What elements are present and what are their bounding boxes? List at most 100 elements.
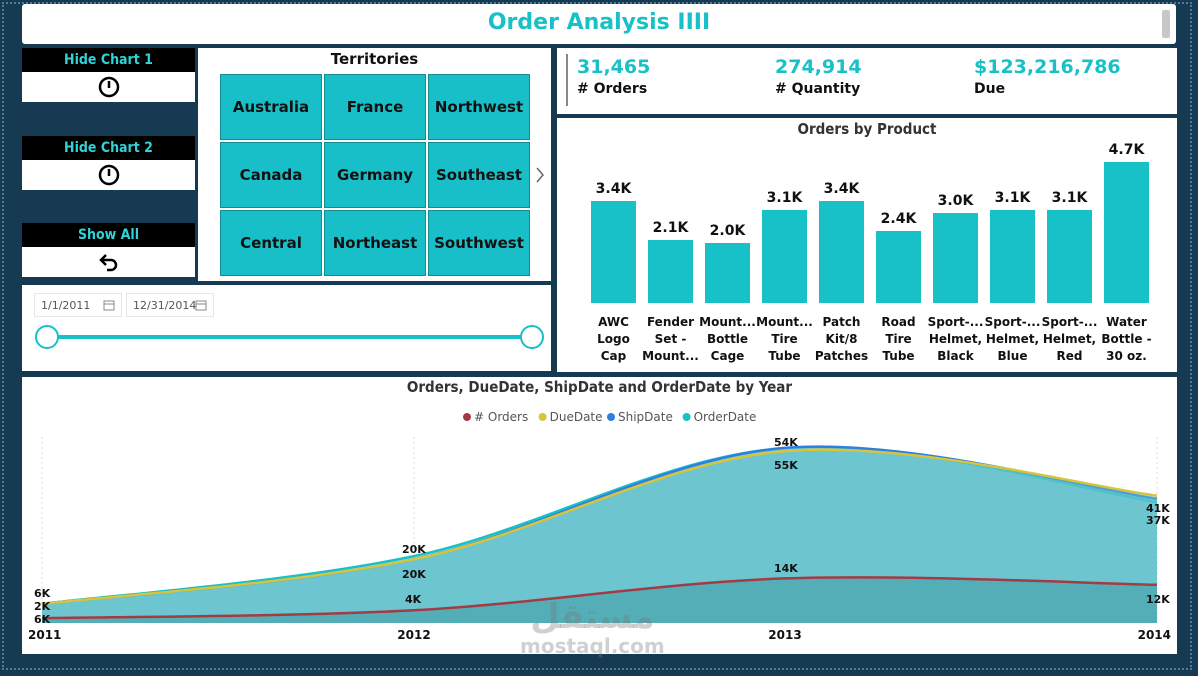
territory-northwest[interactable]: Northwest <box>428 74 530 140</box>
kpi-due-label: Due <box>974 81 1006 97</box>
data-label-0-0: 6K <box>34 587 51 600</box>
bar-label-2: 2.0K <box>710 223 747 239</box>
bar-category-5: Road <box>881 315 915 329</box>
hide-chart-2-button[interactable]: Hide Chart 2 <box>22 136 195 190</box>
kpi-due-value: $123,216,786 <box>974 56 1121 78</box>
orders-by-year-chart: Orders, DueDate, ShipDate and OrderDate … <box>22 377 1177 654</box>
power-icon[interactable] <box>22 160 195 190</box>
undo-icon[interactable] <box>22 247 195 277</box>
bar-category-4: Patch <box>823 315 861 329</box>
kpi-quantity-value: 274,914 <box>775 56 862 78</box>
kpi-divider <box>566 54 568 106</box>
bar-category-4: Patches <box>815 349 868 363</box>
orders-by-product-chart: Orders by Product 3.4K AWC Logo Cap 2.1K Fend… <box>557 118 1177 372</box>
bar-category-9: Bottle - <box>1101 332 1151 346</box>
legend-marker-2 <box>607 413 615 421</box>
bar-5[interactable] <box>876 231 921 303</box>
calendar-icon[interactable] <box>103 299 115 311</box>
show-all-button[interactable]: Show All <box>22 223 195 277</box>
data-label-3-1: 37K <box>1146 514 1170 527</box>
data-label-1-1: 20K <box>402 568 426 581</box>
power-icon[interactable] <box>22 72 195 102</box>
date-range-slider[interactable] <box>22 321 551 361</box>
bar-chart-title: Orders by Product <box>797 120 937 138</box>
hide-chart-2-label: Hide Chart 2 <box>22 136 195 160</box>
bar-8[interactable] <box>1047 210 1092 303</box>
hide-chart-1-button[interactable]: Hide Chart 1 <box>22 48 195 102</box>
bar-4[interactable] <box>819 201 864 303</box>
bar-2[interactable] <box>705 243 750 303</box>
bar-category-1: Set - <box>655 332 687 346</box>
bar-category-0: Cap <box>601 349 627 363</box>
legend-marker-0 <box>463 413 471 421</box>
area-0 <box>42 577 1157 623</box>
territory-central[interactable]: Central <box>220 210 322 276</box>
scrollbar[interactable] <box>1162 10 1170 38</box>
kpi-orders-label: # Orders <box>577 81 648 97</box>
bar-7[interactable] <box>990 210 1035 303</box>
bar-label-5: 2.4K <box>881 211 918 227</box>
bar-category-0: Logo <box>597 332 630 346</box>
territory-canada[interactable]: Canada <box>220 142 322 208</box>
bar-category-8: Helmet, <box>1043 332 1096 346</box>
legend-label-3: OrderDate <box>694 410 757 424</box>
territory-southwest[interactable]: Southwest <box>428 210 530 276</box>
bar-category-7: Helmet, <box>986 332 1039 346</box>
bar-category-5: Tire <box>885 332 911 346</box>
bar-6[interactable] <box>933 213 978 303</box>
bar-3[interactable] <box>762 210 807 303</box>
end-date-input[interactable]: 12/31/2014 <box>126 293 214 317</box>
territories-slicer: Territories Australia France Northwest Cana… <box>198 48 551 281</box>
x-tick-2014: 2014 <box>1138 628 1171 642</box>
legend-label-2: ShipDate <box>618 410 673 424</box>
slider-end-handle[interactable] <box>520 325 544 349</box>
kpi-quantity: 274,914 # Quantity <box>775 56 862 97</box>
legend-marker-3 <box>682 413 691 421</box>
data-label-3-2: 12K <box>1146 593 1170 606</box>
territories-title: Territories <box>330 50 419 68</box>
bar-0[interactable] <box>591 201 636 303</box>
kpi-orders-value: 31,465 <box>577 56 651 78</box>
territories-grid: Australia France Northwest Canada Germany Sou… <box>220 74 530 276</box>
bar-label-9: 4.7K <box>1109 142 1146 158</box>
territory-france[interactable]: France <box>324 74 426 140</box>
territory-australia[interactable]: Australia <box>220 74 322 140</box>
bar-label-1: 2.1K <box>653 220 690 236</box>
chevron-right-icon[interactable] <box>535 166 545 184</box>
bar-category-1: Mount... <box>642 349 699 363</box>
x-tick-2012: 2012 <box>397 628 430 642</box>
slider-start-handle[interactable] <box>35 325 59 349</box>
title-bar: Order Analysis IIII <box>22 4 1176 44</box>
legend-label-1: DueDate <box>550 410 603 424</box>
series-line-0[interactable] <box>41 576 1158 620</box>
area-chart-title: Orders, DueDate, ShipDate and OrderDate … <box>406 378 793 396</box>
bar-category-9: Water <box>1106 315 1147 329</box>
bar-category-2: Cage <box>711 349 745 363</box>
kpi-quantity-label: # Quantity <box>775 81 861 97</box>
bar-category-1: Fender <box>647 315 694 329</box>
bar-1[interactable] <box>648 240 693 303</box>
bar-category-5: Tube <box>882 349 914 363</box>
series-line-1[interactable] <box>41 448 1158 606</box>
territory-northeast[interactable]: Northeast <box>324 210 426 276</box>
bar-category-4: Kit/8 <box>826 332 858 346</box>
territory-germany[interactable]: Germany <box>324 142 426 208</box>
start-date-input[interactable]: 1/1/2011 <box>34 293 122 317</box>
kpi-card: 31,465 # Orders 274,914 # Quantity $123,… <box>557 48 1177 114</box>
hide-chart-1-label: Hide Chart 1 <box>22 48 195 72</box>
bar-category-6: Helmet, <box>929 332 982 346</box>
data-label-3-0: 41K <box>1146 502 1170 515</box>
bar-9[interactable] <box>1104 162 1149 303</box>
bar-category-8: Sport-... <box>1042 315 1098 329</box>
x-tick-2011: 2011 <box>28 628 61 642</box>
legend-label-0: # Orders <box>474 410 528 424</box>
data-label-0-1: 2K <box>34 600 51 613</box>
data-label-2-0: 54K <box>774 436 798 449</box>
bar-label-7: 3.1K <box>995 190 1032 206</box>
bar-category-7: Blue <box>998 349 1028 363</box>
territory-southeast[interactable]: Southeast <box>428 142 530 208</box>
calendar-icon[interactable] <box>195 299 207 311</box>
bar-label-0: 3.4K <box>596 181 633 197</box>
